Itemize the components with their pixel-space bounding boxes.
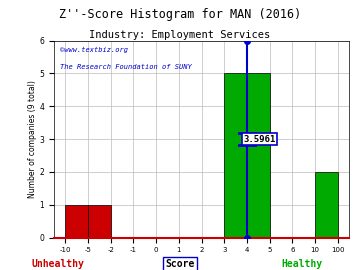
Bar: [88, 205, 111, 238]
Text: The Research Foundation of SUNY: The Research Foundation of SUNY: [60, 64, 192, 70]
Text: Z''-Score Histogram for MAN (2016): Z''-Score Histogram for MAN (2016): [59, 8, 301, 21]
Text: ©www.textbiz.org: ©www.textbiz.org: [60, 46, 128, 53]
Y-axis label: Number of companies (9 total): Number of companies (9 total): [28, 80, 37, 198]
Text: Score: Score: [165, 259, 195, 269]
Bar: [66, 205, 88, 238]
Bar: [315, 172, 338, 238]
Bar: [224, 73, 270, 238]
Text: Industry: Employment Services: Industry: Employment Services: [89, 30, 271, 40]
Text: 3.5961: 3.5961: [243, 134, 276, 144]
Text: Healthy: Healthy: [282, 259, 323, 269]
Text: Unhealthy: Unhealthy: [31, 259, 84, 269]
